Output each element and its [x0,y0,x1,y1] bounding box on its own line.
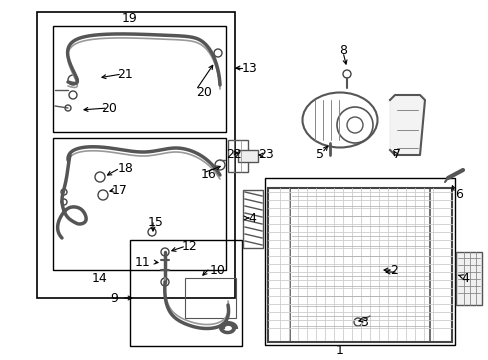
Bar [53,138,225,270]
Bar [238,150,258,162]
Bar [455,252,481,305]
Text: 4: 4 [460,271,468,284]
Text: 10: 10 [209,264,225,276]
Text: 1: 1 [335,343,343,356]
Polygon shape [389,95,424,155]
Bar [267,188,451,342]
Bar [184,278,236,318]
Text: 3: 3 [359,315,367,328]
Text: 9: 9 [110,292,118,305]
Text: 6: 6 [454,189,462,202]
Text: 14: 14 [92,271,108,284]
Text: 18: 18 [118,162,134,175]
Bar [267,188,289,342]
Bar [429,188,451,342]
Text: 12: 12 [182,239,197,252]
Bar [37,12,235,298]
Text: 15: 15 [148,216,163,229]
Text: 4: 4 [247,211,255,225]
Bar [264,178,454,345]
Text: 16: 16 [201,168,216,181]
Text: 21: 21 [117,68,132,81]
Text: 23: 23 [258,148,273,162]
Bar [227,140,247,172]
Text: 20: 20 [196,85,211,99]
Bar [53,26,225,132]
Text: 5: 5 [315,148,324,162]
Bar [243,190,263,248]
Text: 22: 22 [225,148,241,162]
Text: 17: 17 [112,184,128,197]
Bar [130,240,242,346]
Text: 13: 13 [242,62,257,75]
Text: 7: 7 [392,148,400,162]
Text: 19: 19 [122,12,138,24]
Text: 11: 11 [134,256,150,269]
Text: 8: 8 [338,44,346,57]
Text: 20: 20 [101,102,117,114]
Text: 2: 2 [389,264,397,276]
